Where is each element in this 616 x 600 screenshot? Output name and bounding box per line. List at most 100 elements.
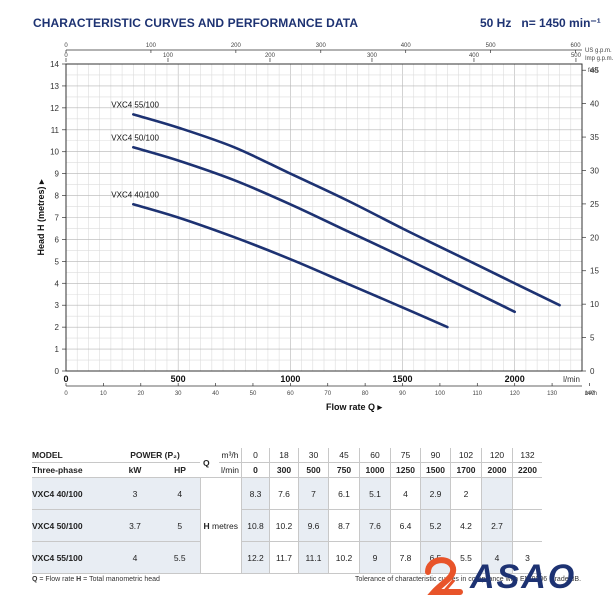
page-title: CHARACTERISTIC CURVES AND PERFORMANCE DA… — [33, 16, 359, 30]
head-value: 7.8 — [390, 541, 421, 574]
frequency-label: 50 Hz — [480, 16, 512, 30]
m3h-value: 132 — [512, 448, 542, 463]
feet-tick-label: 45 — [590, 66, 599, 75]
chart-axes — [62, 49, 590, 387]
head-value: 11.1 — [298, 541, 329, 574]
us-gpm-axis-label: US g.p.m. — [585, 48, 612, 54]
lmin-value: 1500 — [420, 462, 451, 478]
h-key: H — [76, 576, 82, 583]
legend-footnote: Q = Flow rate H = Total manometric head — [32, 576, 160, 583]
lmin-value: 1000 — [359, 462, 391, 478]
y-tick-label: 2 — [55, 323, 60, 332]
m3h-value: 30 — [298, 448, 329, 463]
head-value — [512, 509, 542, 542]
head-value: 9.6 — [298, 509, 329, 542]
imp-gpm-tick-label: 200 — [265, 53, 276, 59]
y-tick-label: 8 — [55, 192, 60, 201]
imp-gpm-tick-label: 400 — [469, 53, 480, 59]
lmin-value: 300 — [269, 462, 299, 478]
imp-gpm-axis-label: Imp g.p.m. — [585, 56, 614, 62]
head-value: 5.1 — [359, 477, 391, 510]
x-tick-label: 2000 — [505, 374, 525, 384]
head-value: 3 — [512, 541, 542, 574]
logo-text: ASAO — [470, 558, 577, 596]
chart-curves — [132, 113, 561, 329]
imp-gpm-tick-label: 0 — [64, 53, 68, 59]
x-unit-label: l/min — [563, 375, 580, 384]
y-tick-label: 10 — [50, 148, 59, 157]
m3h-value: 102 — [450, 448, 482, 463]
x-tick-label: 0 — [63, 374, 68, 384]
m3h-tick-label: 120 — [510, 391, 521, 397]
feet-tick-label: 25 — [590, 200, 599, 209]
feet-tick-label: 0 — [590, 367, 595, 376]
feet-tick-label: 35 — [590, 133, 599, 142]
m3h-tick-label: 10 — [100, 391, 107, 397]
hp-header: HP — [160, 462, 200, 478]
feet-tick-label: 15 — [590, 267, 599, 276]
y-axis-title: Head H (metres) ▸ — [36, 179, 46, 256]
head-value: 10.8 — [241, 509, 270, 542]
us-gpm-tick-label: 500 — [486, 43, 497, 49]
q-unit-m3h: m³/h — [219, 448, 242, 463]
series-line-3 — [132, 113, 561, 307]
model-cell: VXC4 40/100 — [32, 477, 110, 510]
tolerance-note: Tolerance of characteristic curves in co… — [355, 576, 582, 583]
m3h-tick-label: 70 — [324, 391, 331, 397]
head-value: 12.2 — [241, 541, 270, 574]
logo-swoosh-icon — [425, 557, 463, 595]
lmin-value: 1250 — [390, 462, 421, 478]
feet-tick-label: 10 — [590, 300, 599, 309]
us-gpm-tick-label: 200 — [231, 43, 242, 49]
head-value: 4 — [390, 477, 421, 510]
head-value: 5.2 — [420, 509, 451, 542]
us-gpm-tick-label: 600 — [571, 43, 582, 49]
y-tick-label: 4 — [55, 279, 60, 288]
kw-cell: 3 — [110, 477, 160, 510]
m3h-tick-label: 0 — [64, 391, 68, 397]
h-definition: = Total manometric head — [81, 576, 160, 583]
lmin-value: 750 — [328, 462, 360, 478]
m3h-value: 75 — [390, 448, 421, 463]
q-unit-lmin: l/min — [219, 462, 242, 478]
head-value: 8.3 — [241, 477, 270, 510]
hp-cell: 5.5 — [160, 541, 200, 574]
head-value — [512, 477, 542, 510]
head-value: 9 — [359, 541, 391, 574]
lmin-value: 0 — [241, 462, 270, 478]
lmin-value: 1700 — [450, 462, 482, 478]
m3h-value: 0 — [241, 448, 270, 463]
kw-cell: 3.7 — [110, 509, 160, 542]
lmin-value: 2000 — [481, 462, 513, 478]
performance-chart: 01234567891011121314051015202530354045fe… — [36, 43, 614, 412]
m3h-tick-label: 130 — [547, 391, 558, 397]
m3h-value: 60 — [359, 448, 391, 463]
head-value: 10.2 — [269, 509, 299, 542]
speed-info: 50 Hz n= 1450 min⁻¹ — [480, 16, 601, 30]
imp-gpm-tick-label: 500 — [571, 53, 582, 59]
us-gpm-tick-label: 100 — [146, 43, 157, 49]
y-tick-label: 3 — [55, 301, 60, 310]
head-value: 2.9 — [420, 477, 451, 510]
chart-labels: 01234567891011121314051015202530354045fe… — [36, 43, 614, 412]
m3h-tick-label: 60 — [287, 391, 294, 397]
imp-gpm-tick-label: 300 — [367, 53, 378, 59]
head-value: 7.6 — [269, 477, 299, 510]
head-value: 4 — [481, 541, 513, 574]
model-cell: VXC4 50/100 — [32, 509, 110, 542]
head-value: 11.7 — [269, 541, 299, 574]
x-axis-title: Flow rate Q ▸ — [326, 402, 383, 412]
x-tick-label: 500 — [171, 374, 186, 384]
series-line-2 — [132, 146, 516, 314]
head-value: 6.1 — [328, 477, 360, 510]
feet-tick-label: 20 — [590, 233, 599, 242]
y-tick-label: 5 — [55, 257, 60, 266]
hp-cell: 4 — [160, 477, 200, 510]
series-label-2: VXC4 50/100 — [111, 133, 159, 142]
h-unit-label: metres — [212, 520, 238, 531]
h-unit-cell: H metres — [199, 477, 242, 574]
us-gpm-tick-label: 0 — [64, 43, 68, 49]
head-value: 2.7 — [481, 509, 513, 542]
m3h-value: 45 — [328, 448, 360, 463]
